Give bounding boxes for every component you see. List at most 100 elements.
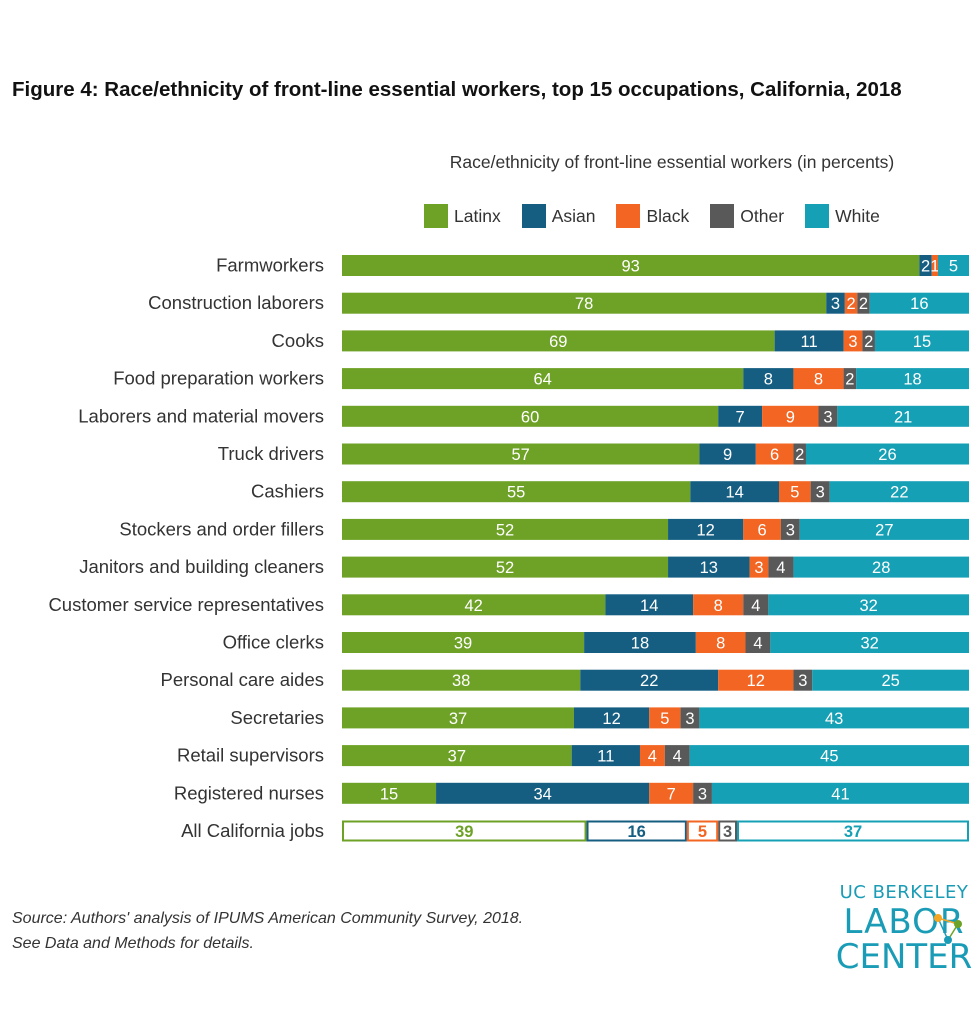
bar-segment-laborers-and-material-movers-asian xyxy=(718,405,763,427)
bar-segment-cooks-black xyxy=(843,330,863,352)
data-label-janitors-and-building-cleaners-other: 4 xyxy=(776,559,785,577)
bar-segment-cashiers-asian xyxy=(690,481,779,503)
data-label-cashiers-black: 5 xyxy=(790,484,799,502)
bar-segment-personal-care-aides-latinx xyxy=(342,669,581,691)
bar-segment-construction-laborers-asian xyxy=(826,292,845,314)
bar-segment-secretaries-black xyxy=(649,707,681,729)
bar-segment-cooks-white xyxy=(874,330,969,352)
bar-segment-customer-service-representatives-other xyxy=(743,594,769,616)
data-label-farmworkers-latinx: 93 xyxy=(621,258,639,276)
data-label-personal-care-aides-asian: 22 xyxy=(640,672,658,690)
bar-segment-janitors-and-building-cleaners-latinx xyxy=(342,556,669,578)
data-label-laborers-and-material-movers-other: 3 xyxy=(823,408,832,426)
data-label-farmworkers-black: 1 xyxy=(930,258,939,276)
bar-segment-registered-nurses-white xyxy=(711,782,969,804)
bar-segment-truck-drivers-white xyxy=(805,443,969,465)
bar-segment-personal-care-aides-other xyxy=(793,669,813,691)
source-note-line-2: See Data and Methods for details. xyxy=(12,935,254,952)
data-label-secretaries-white: 43 xyxy=(825,710,843,728)
data-label-registered-nurses-other: 3 xyxy=(698,785,707,803)
data-label-personal-care-aides-other: 3 xyxy=(798,672,807,690)
data-label-stockers-and-order-fillers-white: 27 xyxy=(875,521,893,539)
category-label-customer-service-representatives: Customer service representatives xyxy=(48,594,324,615)
data-label-all-california-jobs-black: 5 xyxy=(698,823,707,841)
data-label-farmworkers-white: 5 xyxy=(949,258,958,276)
data-label-food-preparation-workers-other: 2 xyxy=(845,371,854,389)
bar-segment-laborers-and-material-movers-latinx xyxy=(342,405,719,427)
data-label-personal-care-aides-black: 12 xyxy=(747,672,765,690)
data-label-retail-supervisors-white: 45 xyxy=(820,748,838,766)
bar-segment-personal-care-aides-white xyxy=(812,669,969,691)
bar-segment-stockers-and-order-fillers-black xyxy=(743,518,781,540)
bar-segment-laborers-and-material-movers-other xyxy=(818,405,838,427)
bar-segment-janitors-and-building-cleaners-asian xyxy=(668,556,750,578)
legend-label-other: Other xyxy=(740,205,785,226)
source-note: Source: Authors' analysis of IPUMS Ameri… xyxy=(12,906,523,956)
bar-segment-secretaries-white xyxy=(699,707,969,729)
bar-segment-customer-service-representatives-asian xyxy=(605,594,694,616)
data-label-registered-nurses-latinx: 15 xyxy=(380,785,398,803)
legend-label-latinx: Latinx xyxy=(454,205,501,226)
data-label-food-preparation-workers-white: 18 xyxy=(903,371,921,389)
data-label-stockers-and-order-fillers-latinx: 52 xyxy=(496,521,514,539)
bar-segment-truck-drivers-black xyxy=(755,443,794,465)
data-label-office-clerks-black: 8 xyxy=(716,635,725,653)
bar-segment-secretaries-latinx xyxy=(342,707,574,729)
figure-title: Figure 4: Race/ethnicity of front-line e… xyxy=(12,78,902,101)
bar-segment-janitors-and-building-cleaners-other xyxy=(768,556,794,578)
data-label-truck-drivers-other: 2 xyxy=(795,446,804,464)
data-label-janitors-and-building-cleaners-black: 3 xyxy=(754,559,763,577)
chart-title: Race/ethnicity of front-line essential w… xyxy=(449,152,895,172)
data-label-cooks-asian: 11 xyxy=(801,333,818,351)
category-label-cooks: Cooks xyxy=(272,330,324,351)
data-label-laborers-and-material-movers-black: 9 xyxy=(786,408,795,426)
legend-item-asian: Asian xyxy=(521,204,595,228)
bar-segment-food-preparation-workers-black xyxy=(793,368,844,390)
bar-segment-cooks-latinx xyxy=(342,330,775,352)
bar-segment-secretaries-asian xyxy=(573,707,650,729)
data-label-office-clerks-other: 4 xyxy=(753,635,762,653)
data-label-cooks-other: 2 xyxy=(864,333,873,351)
uc-berkeley-labor-center-logo: UC BERKELEY LABOR CENTER xyxy=(834,882,974,974)
legend-item-other: Other xyxy=(710,204,784,228)
data-label-truck-drivers-asian: 9 xyxy=(723,446,732,464)
data-label-farmworkers-asian: 2 xyxy=(921,258,930,276)
data-label-construction-laborers-asian: 3 xyxy=(831,295,840,313)
source-note-line-1: Source: Authors' analysis of IPUMS Ameri… xyxy=(12,910,524,927)
category-label-construction-laborers: Construction laborers xyxy=(148,292,324,313)
data-label-customer-service-representatives-asian: 14 xyxy=(640,597,658,615)
bar-segment-retail-supervisors-asian xyxy=(571,745,640,767)
bar-segment-truck-drivers-asian xyxy=(699,443,756,465)
data-label-customer-service-representatives-other: 4 xyxy=(751,597,760,615)
data-label-secretaries-latinx: 37 xyxy=(449,710,467,728)
category-label-janitors-and-building-cleaners: Janitors and building cleaners xyxy=(79,556,324,577)
bar-segment-registered-nurses-latinx xyxy=(342,782,437,804)
bar-segment-cashiers-latinx xyxy=(342,481,691,503)
data-label-secretaries-other: 3 xyxy=(685,710,694,728)
bar-segment-construction-laborers-other xyxy=(857,292,870,314)
bar-segment-janitors-and-building-cleaners-white xyxy=(793,556,969,578)
category-label-personal-care-aides: Personal care aides xyxy=(160,669,324,690)
data-label-office-clerks-asian: 18 xyxy=(631,635,649,653)
data-label-construction-laborers-latinx: 78 xyxy=(575,295,593,313)
data-label-all-california-jobs-other: 3 xyxy=(723,823,732,841)
data-label-customer-service-representatives-black: 8 xyxy=(714,597,723,615)
legend-swatch-other xyxy=(710,204,735,228)
bar-segment-food-preparation-workers-latinx xyxy=(342,368,744,390)
category-label-cashiers: Cashiers xyxy=(251,481,324,502)
logo-network-icon xyxy=(934,914,962,944)
data-label-construction-laborers-white: 16 xyxy=(910,295,928,313)
category-label-food-preparation-workers: Food preparation workers xyxy=(113,368,324,389)
bar-segment-registered-nurses-black xyxy=(649,782,694,804)
legend-item-latinx: Latinx xyxy=(424,204,501,228)
data-label-personal-care-aides-latinx: 38 xyxy=(452,672,470,690)
data-label-personal-care-aides-white: 25 xyxy=(881,672,899,690)
category-label-retail-supervisors: Retail supervisors xyxy=(177,745,324,766)
bar-segment-farmworkers-white xyxy=(937,255,969,276)
data-label-stockers-and-order-fillers-other: 3 xyxy=(786,521,795,539)
bar-segment-cashiers-other xyxy=(810,481,830,503)
bar-segment-all-california-jobs-black xyxy=(686,820,719,842)
legend-swatch-black xyxy=(616,204,641,228)
data-label-customer-service-representatives-white: 32 xyxy=(860,597,878,615)
bar-segment-personal-care-aides-black xyxy=(718,669,794,691)
